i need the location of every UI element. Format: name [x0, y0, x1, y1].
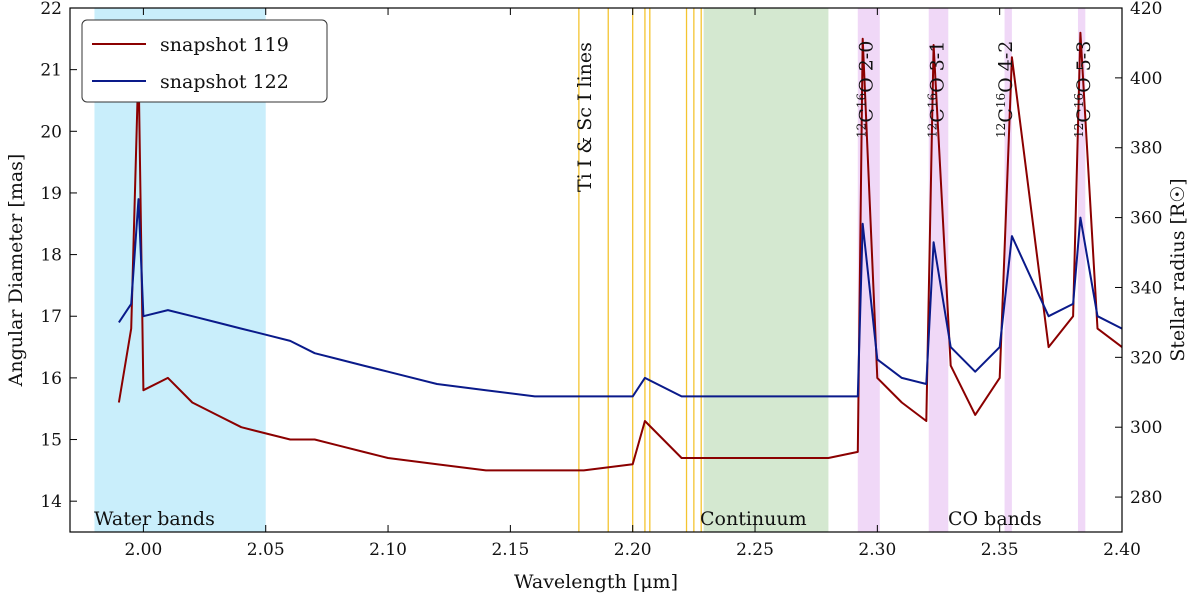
x-tick-label-2.10: 2.10	[369, 540, 407, 560]
x-tick-label-2.15: 2.15	[491, 540, 529, 560]
y-axis-label: Angular Diameter [mas]	[5, 154, 27, 388]
x-tick-label-2.00: 2.00	[124, 540, 162, 560]
y-tick-label-20: 20	[40, 122, 62, 142]
ti-sc-lines-label: Ti I & Sc I lines	[574, 42, 596, 192]
series-line-snapshot-122	[118, 198, 1123, 398]
shaded-region-continuum	[703, 8, 829, 532]
y-tick-label-19: 19	[40, 184, 62, 204]
series-line-snapshot-119	[117, 31, 1123, 472]
y-tick-label-15: 15	[40, 431, 62, 451]
y-right-tick-label-360: 360	[1130, 209, 1162, 229]
legend-label-snapshot-119: snapshot 119	[160, 34, 289, 56]
series-lines	[117, 31, 1123, 472]
y-right-tick-label-280: 280	[1130, 488, 1162, 508]
y-tick-label-17: 17	[40, 307, 62, 327]
co-band-labels: 12C16O 2-0 12C16O 3-1 12C16O 4-2 12C16O 5-3	[854, 41, 1095, 138]
y-right-tick-label-420: 420	[1130, 0, 1162, 19]
plot-frame	[69, 7, 1123, 533]
y-right-tick-label-400: 400	[1130, 69, 1162, 89]
y-right-tick-label-320: 320	[1130, 348, 1162, 368]
x-axis-label: Wavelength [μm]	[514, 571, 678, 593]
co-label-42: 12C16O 4-2	[994, 41, 1017, 138]
co-label-20: 12C16O 2-0	[854, 41, 877, 138]
x-tick-label-2.35: 2.35	[981, 540, 1019, 560]
co-bands-label: CO bands	[948, 508, 1042, 530]
co-label-53: 12C16O 5-3	[1072, 41, 1095, 138]
y-tick-label-22: 22	[40, 0, 62, 19]
co-label-31: 12C16O 3-1	[925, 41, 948, 138]
continuum-label: Continuum	[700, 508, 807, 530]
y-tick-label-18: 18	[40, 246, 62, 266]
x-tick-label-2.05: 2.05	[247, 540, 285, 560]
x-tick-label-2.25: 2.25	[736, 540, 774, 560]
y-right-tick-label-300: 300	[1130, 418, 1162, 438]
x-tick-label-2.30: 2.30	[858, 540, 896, 560]
legend: snapshot 119 snapshot 122	[81, 19, 328, 103]
legend-label-snapshot-122: snapshot 122	[160, 71, 289, 93]
water-bands-label: Water bands	[94, 508, 215, 530]
axis-ticks: 2.00 2.05 2.10 2.15 2.20 2.25 2.30 2.35 2.40 14 15…	[40, 0, 1162, 560]
x-tick-label-2.40: 2.40	[1103, 540, 1141, 560]
y-right-tick-label-380: 380	[1130, 139, 1162, 159]
line-markers	[578, 8, 702, 532]
y-tick-label-16: 16	[40, 369, 62, 389]
y-tick-label-21: 21	[40, 61, 62, 81]
y-tick-label-14: 14	[40, 492, 62, 512]
shaded-region-co-2	[857, 8, 880, 532]
y-right-tick-label-340: 340	[1130, 278, 1162, 298]
shaded-region-co-5	[1077, 8, 1086, 532]
y-right-axis-label: Stellar radius [R☉]	[1167, 178, 1189, 361]
x-tick-label-2.20: 2.20	[614, 540, 652, 560]
